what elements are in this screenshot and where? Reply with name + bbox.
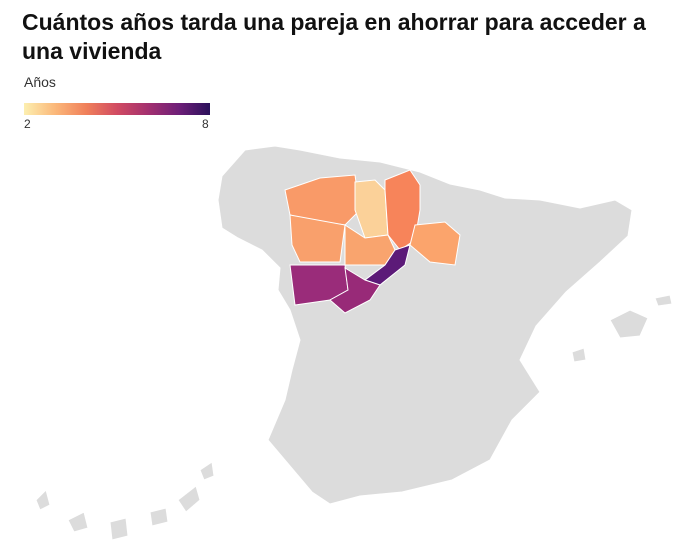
- legend-color-scale: [24, 103, 210, 115]
- mallorca: [609, 309, 649, 339]
- ibiza: [571, 347, 587, 363]
- legend-min-label: 2: [24, 117, 31, 131]
- legend-max-label: 8: [202, 117, 209, 131]
- map-title: Cuántos años tarda una pareja en ahorrar…: [22, 9, 646, 64]
- province-zamora[interactable]: [289, 214, 346, 263]
- spain-mainland: [217, 145, 633, 505]
- canary-islands: [35, 461, 215, 541]
- menorca: [654, 294, 673, 307]
- province-avila[interactable]: [329, 267, 381, 314]
- legend-title: Años: [24, 74, 56, 90]
